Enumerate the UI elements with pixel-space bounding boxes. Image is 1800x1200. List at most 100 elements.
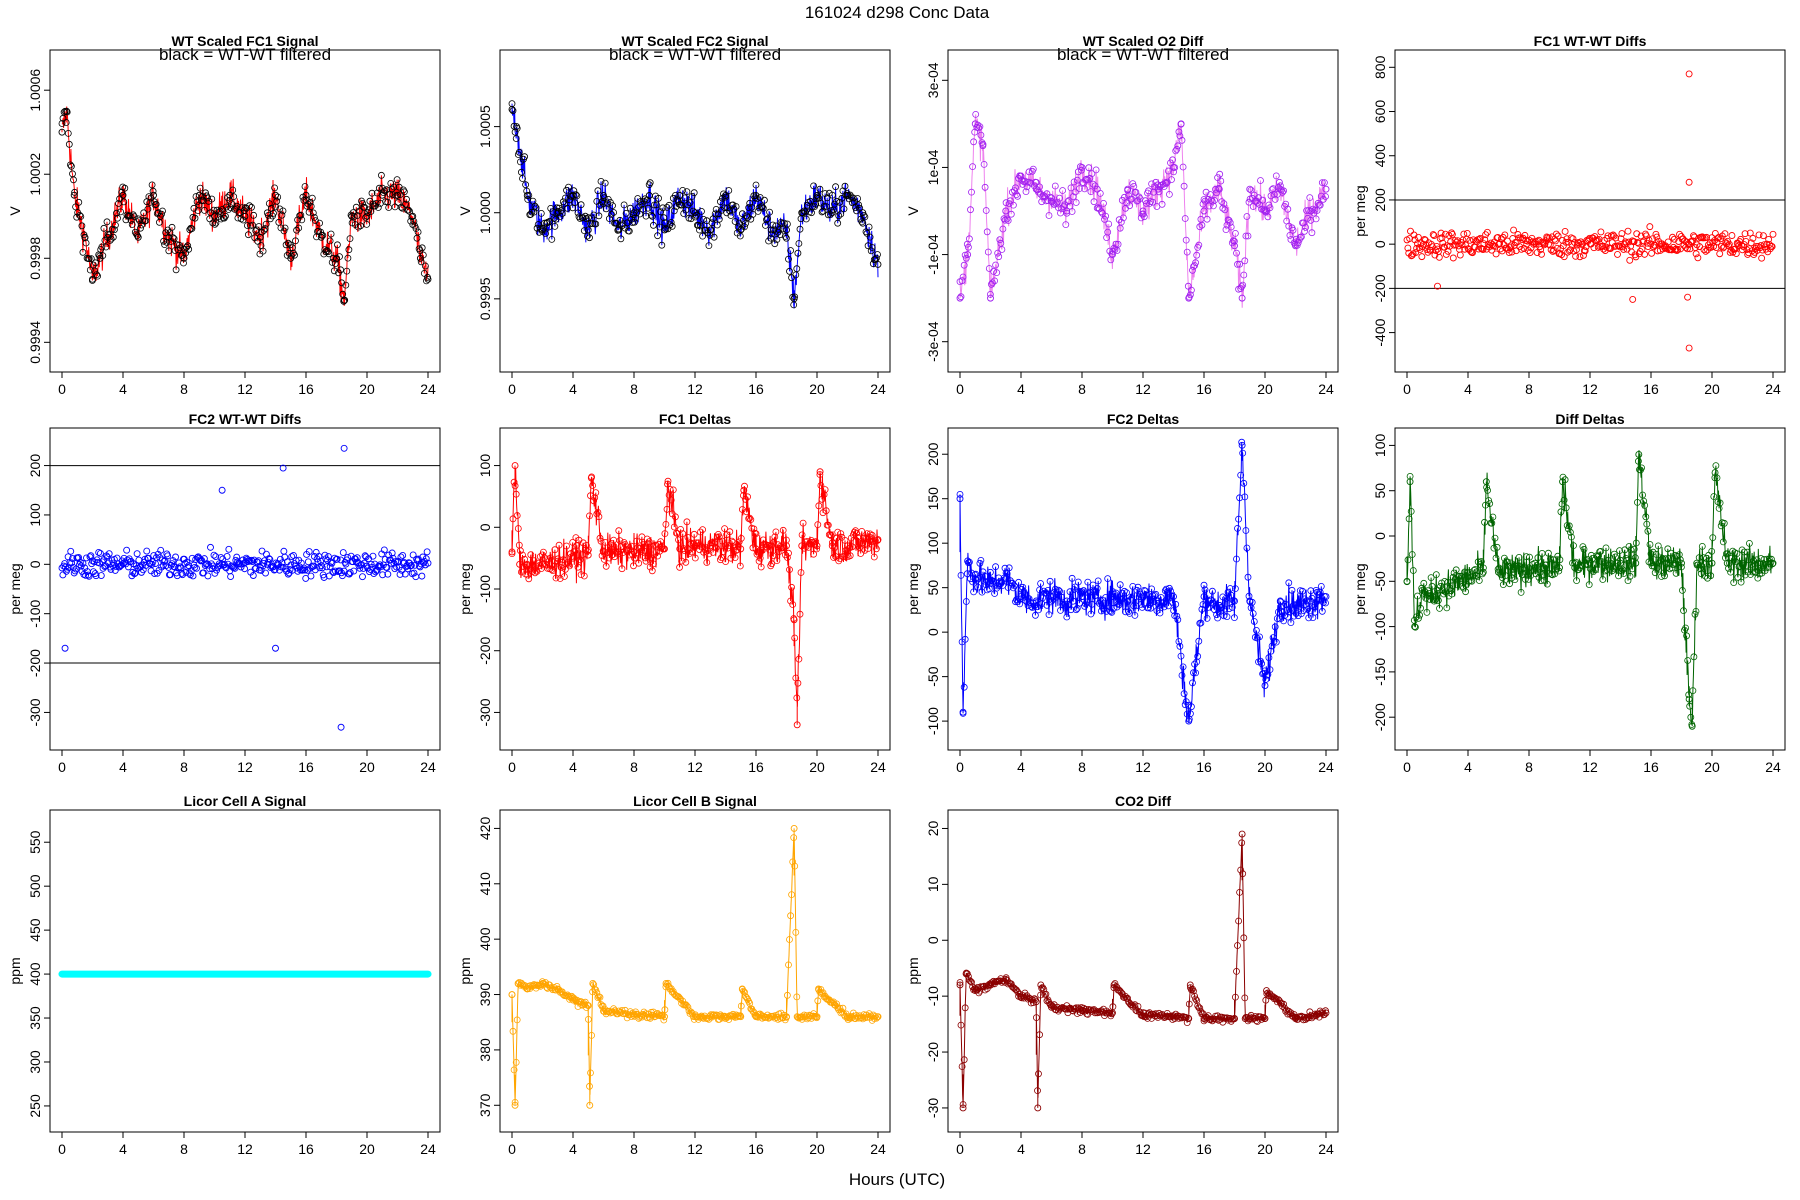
licor_b-point xyxy=(660,1016,668,1024)
diff_deltas-key-point xyxy=(1647,559,1655,567)
diff_deltas-point xyxy=(1661,572,1668,580)
fc2_signal-point xyxy=(577,201,585,209)
licor_b-key-point xyxy=(523,985,531,993)
licor_b-point xyxy=(595,993,603,1000)
fc1_signal-point xyxy=(62,119,70,126)
diff_deltas-point xyxy=(1647,550,1655,558)
o2_diff-point xyxy=(1018,176,1026,184)
fc2_wtwt-point xyxy=(344,553,352,561)
diff_deltas-key-point xyxy=(1769,559,1777,567)
diff_deltas-point xyxy=(1560,496,1568,504)
fc1_deltas-key-point xyxy=(516,560,524,568)
co2_diff-point xyxy=(1234,942,1241,949)
fc2_deltas-key-point xyxy=(1261,682,1269,689)
co2_diff-point xyxy=(1161,1013,1169,1021)
fc1_signal-point xyxy=(137,224,144,232)
licor_b-point xyxy=(537,981,545,989)
licor_b-key-point xyxy=(586,1101,594,1109)
o2_diff-point xyxy=(1264,213,1272,221)
fc2_deltas-point xyxy=(1318,607,1326,615)
o2_diff-point xyxy=(1276,178,1283,186)
diff_deltas-point xyxy=(1602,544,1610,552)
co2_diff-key-point xyxy=(1109,1009,1116,1017)
diff_deltas-point xyxy=(1448,590,1456,598)
fc1_signal-point xyxy=(270,209,277,217)
fc1_wtwt-point xyxy=(1407,252,1415,260)
fc2_deltas-point xyxy=(1122,608,1129,616)
fc2_signal-point xyxy=(705,242,713,250)
fc1_wtwt-point xyxy=(1765,235,1773,243)
fc2_signal-point xyxy=(626,204,634,212)
fc1_deltas-x-tick-label: 16 xyxy=(748,759,764,775)
fc1_wtwt-point xyxy=(1456,251,1464,259)
o2_diff-point xyxy=(1262,208,1270,216)
fc1_wtwt-point xyxy=(1769,230,1777,238)
fc2_signal-point xyxy=(565,183,572,191)
fc2_signal-point xyxy=(620,201,628,209)
fc1_deltas-point xyxy=(561,573,568,580)
licor_a-x-tick-label: 24 xyxy=(420,1141,436,1157)
fc2_deltas-key-point xyxy=(1231,597,1238,605)
fc2_deltas-point xyxy=(1195,637,1203,645)
fc1_wtwt-point xyxy=(1686,245,1694,253)
fc1_wtwt-point xyxy=(1741,230,1749,238)
fc2_signal-key-point xyxy=(874,260,882,268)
fc2_wtwt-point xyxy=(210,551,218,559)
fc1_deltas-y-tick-label: 0 xyxy=(477,523,493,531)
fc2_deltas-point xyxy=(1154,599,1162,607)
o2_diff-point xyxy=(980,160,988,168)
fc1_wtwt-point xyxy=(1715,233,1723,241)
fc1_wtwt-point xyxy=(1556,249,1564,257)
fc2_wtwt-point xyxy=(331,567,339,575)
licor_b-key-point xyxy=(691,1013,699,1021)
fc1_wtwt-point xyxy=(1448,229,1455,237)
o2_diff-point xyxy=(970,138,977,146)
co2_diff-point xyxy=(1091,1009,1099,1017)
o2_diff-key-point xyxy=(1032,185,1040,193)
fc2_wtwt-point xyxy=(92,572,100,580)
diff_deltas-key-point xyxy=(1406,478,1414,486)
o2_diff-point xyxy=(1038,198,1046,206)
co2_diff-point xyxy=(956,979,964,986)
fc1_signal-point xyxy=(249,221,257,229)
o2_diff-point xyxy=(994,249,1002,257)
licor_a-y-tick-label: 550 xyxy=(27,830,43,854)
fc1_wtwt-point xyxy=(1735,241,1743,249)
fc2_wtwt-y-tick-label: -300 xyxy=(27,698,43,726)
fc2_wtwt-point xyxy=(342,560,350,568)
co2_diff-point xyxy=(1281,1004,1288,1012)
o2_diff-y-tick-label: 1e-04 xyxy=(925,149,941,185)
o2_diff-point xyxy=(1233,249,1240,257)
diff_deltas-key-point xyxy=(1556,564,1563,572)
diff_deltas-key-point xyxy=(1464,573,1472,581)
co2_diff-point xyxy=(1287,1009,1295,1017)
fc2_deltas-x-tick-label: 4 xyxy=(1017,759,1025,775)
fc1_deltas-point xyxy=(779,526,787,534)
diff_deltas-key-point xyxy=(1685,695,1693,703)
fc2_signal-x-tick-label: 12 xyxy=(687,381,703,397)
fc2_wtwt-point xyxy=(207,560,215,568)
diff_deltas-point xyxy=(1472,572,1480,579)
licor_b-point xyxy=(769,1013,777,1020)
licor_b-key-point xyxy=(539,980,546,987)
fc2_deltas-key-point xyxy=(1170,593,1177,601)
fc1_wtwt-point xyxy=(1714,234,1722,242)
fc1_signal-y-axis-label: V xyxy=(7,206,23,216)
fc2_wtwt-point xyxy=(310,562,318,570)
fc1_deltas-y-tick-label: -100 xyxy=(477,575,493,603)
o2_diff-point xyxy=(995,253,1003,261)
fc1_wtwt-point xyxy=(1689,237,1697,245)
diff_deltas-point xyxy=(1675,551,1683,558)
fc2_deltas-point xyxy=(1015,578,1022,586)
fc2_deltas-point xyxy=(1013,596,1020,604)
co2_diff-point xyxy=(1321,1011,1328,1018)
fc2_signal-point xyxy=(697,222,704,230)
fc1_wtwt-frame xyxy=(1394,49,1786,373)
fc2_signal-point xyxy=(713,221,721,229)
co2_diff-point xyxy=(1232,993,1239,1001)
licor_b-x-tick-label: 4 xyxy=(569,1141,577,1157)
diff_deltas-point xyxy=(1571,559,1578,567)
fc1_signal-point xyxy=(222,203,230,211)
co2_diff-key-point xyxy=(971,987,979,995)
o2_diff-x-tick-label: 12 xyxy=(1135,381,1151,397)
